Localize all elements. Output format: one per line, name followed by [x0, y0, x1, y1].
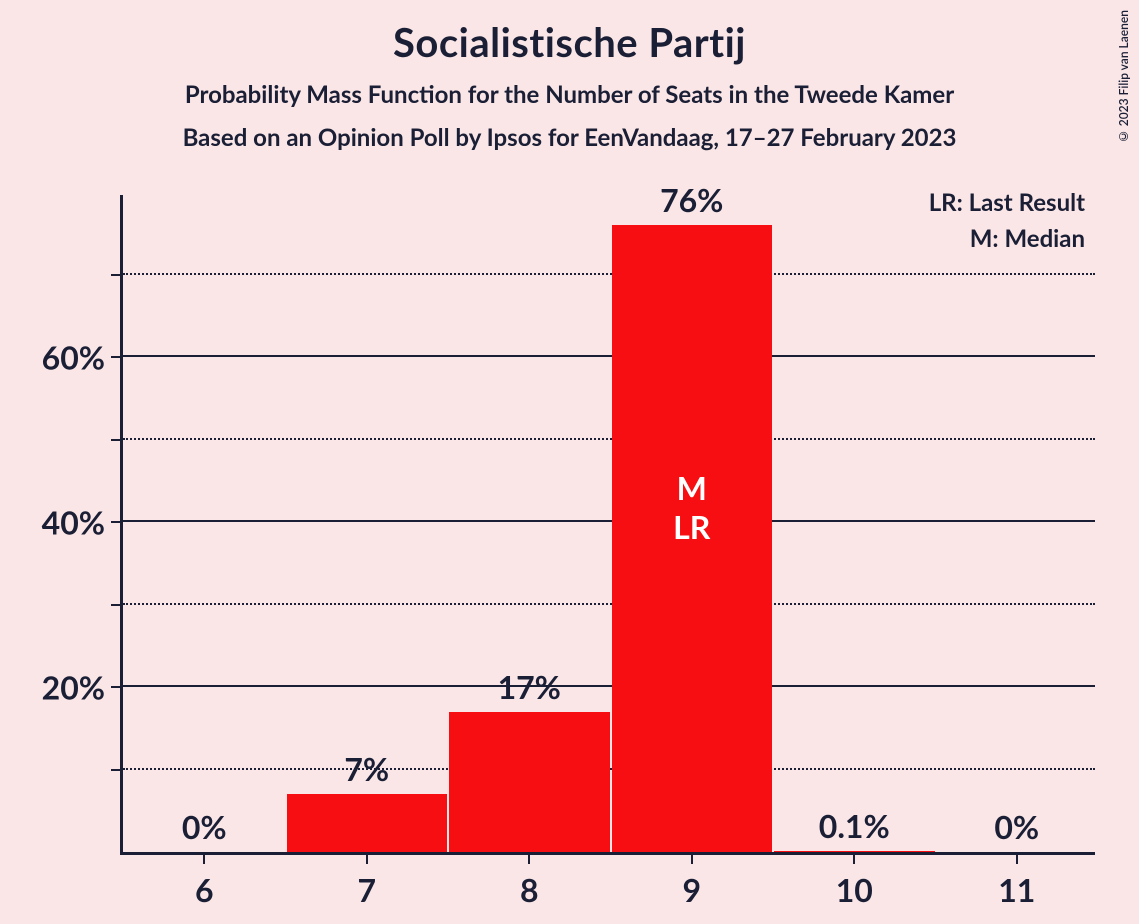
pmf-bar-chart: LR: Last Result M: Median 20%40%60%0%67%… [120, 195, 1095, 855]
bar-annotation-median-lr: MLR [611, 469, 774, 546]
chart-subtitle-2: Based on an Opinion Poll by Ipsos for Ee… [0, 123, 1139, 152]
bar-slot: 7%7 [286, 192, 449, 852]
y-axis-tick [111, 769, 123, 771]
bar-value-label: 76% [611, 180, 774, 219]
bar-value-label: 0% [123, 807, 286, 846]
x-axis-tick [366, 852, 368, 864]
bar-slot: 17%8 [448, 192, 611, 852]
y-axis-label: 20% [42, 668, 123, 707]
x-axis-tick [528, 852, 530, 864]
bar-slot: 0%11 [936, 192, 1099, 852]
bar-value-label: 0% [936, 807, 1099, 846]
chart-subtitle-1: Probability Mass Function for the Number… [0, 80, 1139, 109]
x-axis-tick [853, 852, 855, 864]
x-axis-tick [691, 852, 693, 864]
bar-slot: 76%9MLR [611, 192, 774, 852]
bar-slot: 0%6 [123, 192, 286, 852]
copyright-notice: © 2023 Filip van Laenen [1116, 10, 1131, 144]
x-axis-tick [203, 852, 205, 864]
chart-title: Socialistische Partij [0, 0, 1139, 66]
y-axis-tick [111, 439, 123, 441]
bar-value-label: 0.1% [773, 806, 936, 845]
y-axis-tick [111, 604, 123, 606]
bar-value-label: 7% [286, 749, 449, 788]
bar-slot: 0.1%10 [773, 192, 936, 852]
y-axis-label: 40% [42, 503, 123, 542]
bar [449, 712, 610, 852]
bar-value-label: 17% [448, 667, 611, 706]
bar [287, 794, 448, 852]
y-axis-label: 60% [42, 338, 123, 377]
x-axis-tick [1016, 852, 1018, 864]
y-axis-tick [111, 274, 123, 276]
